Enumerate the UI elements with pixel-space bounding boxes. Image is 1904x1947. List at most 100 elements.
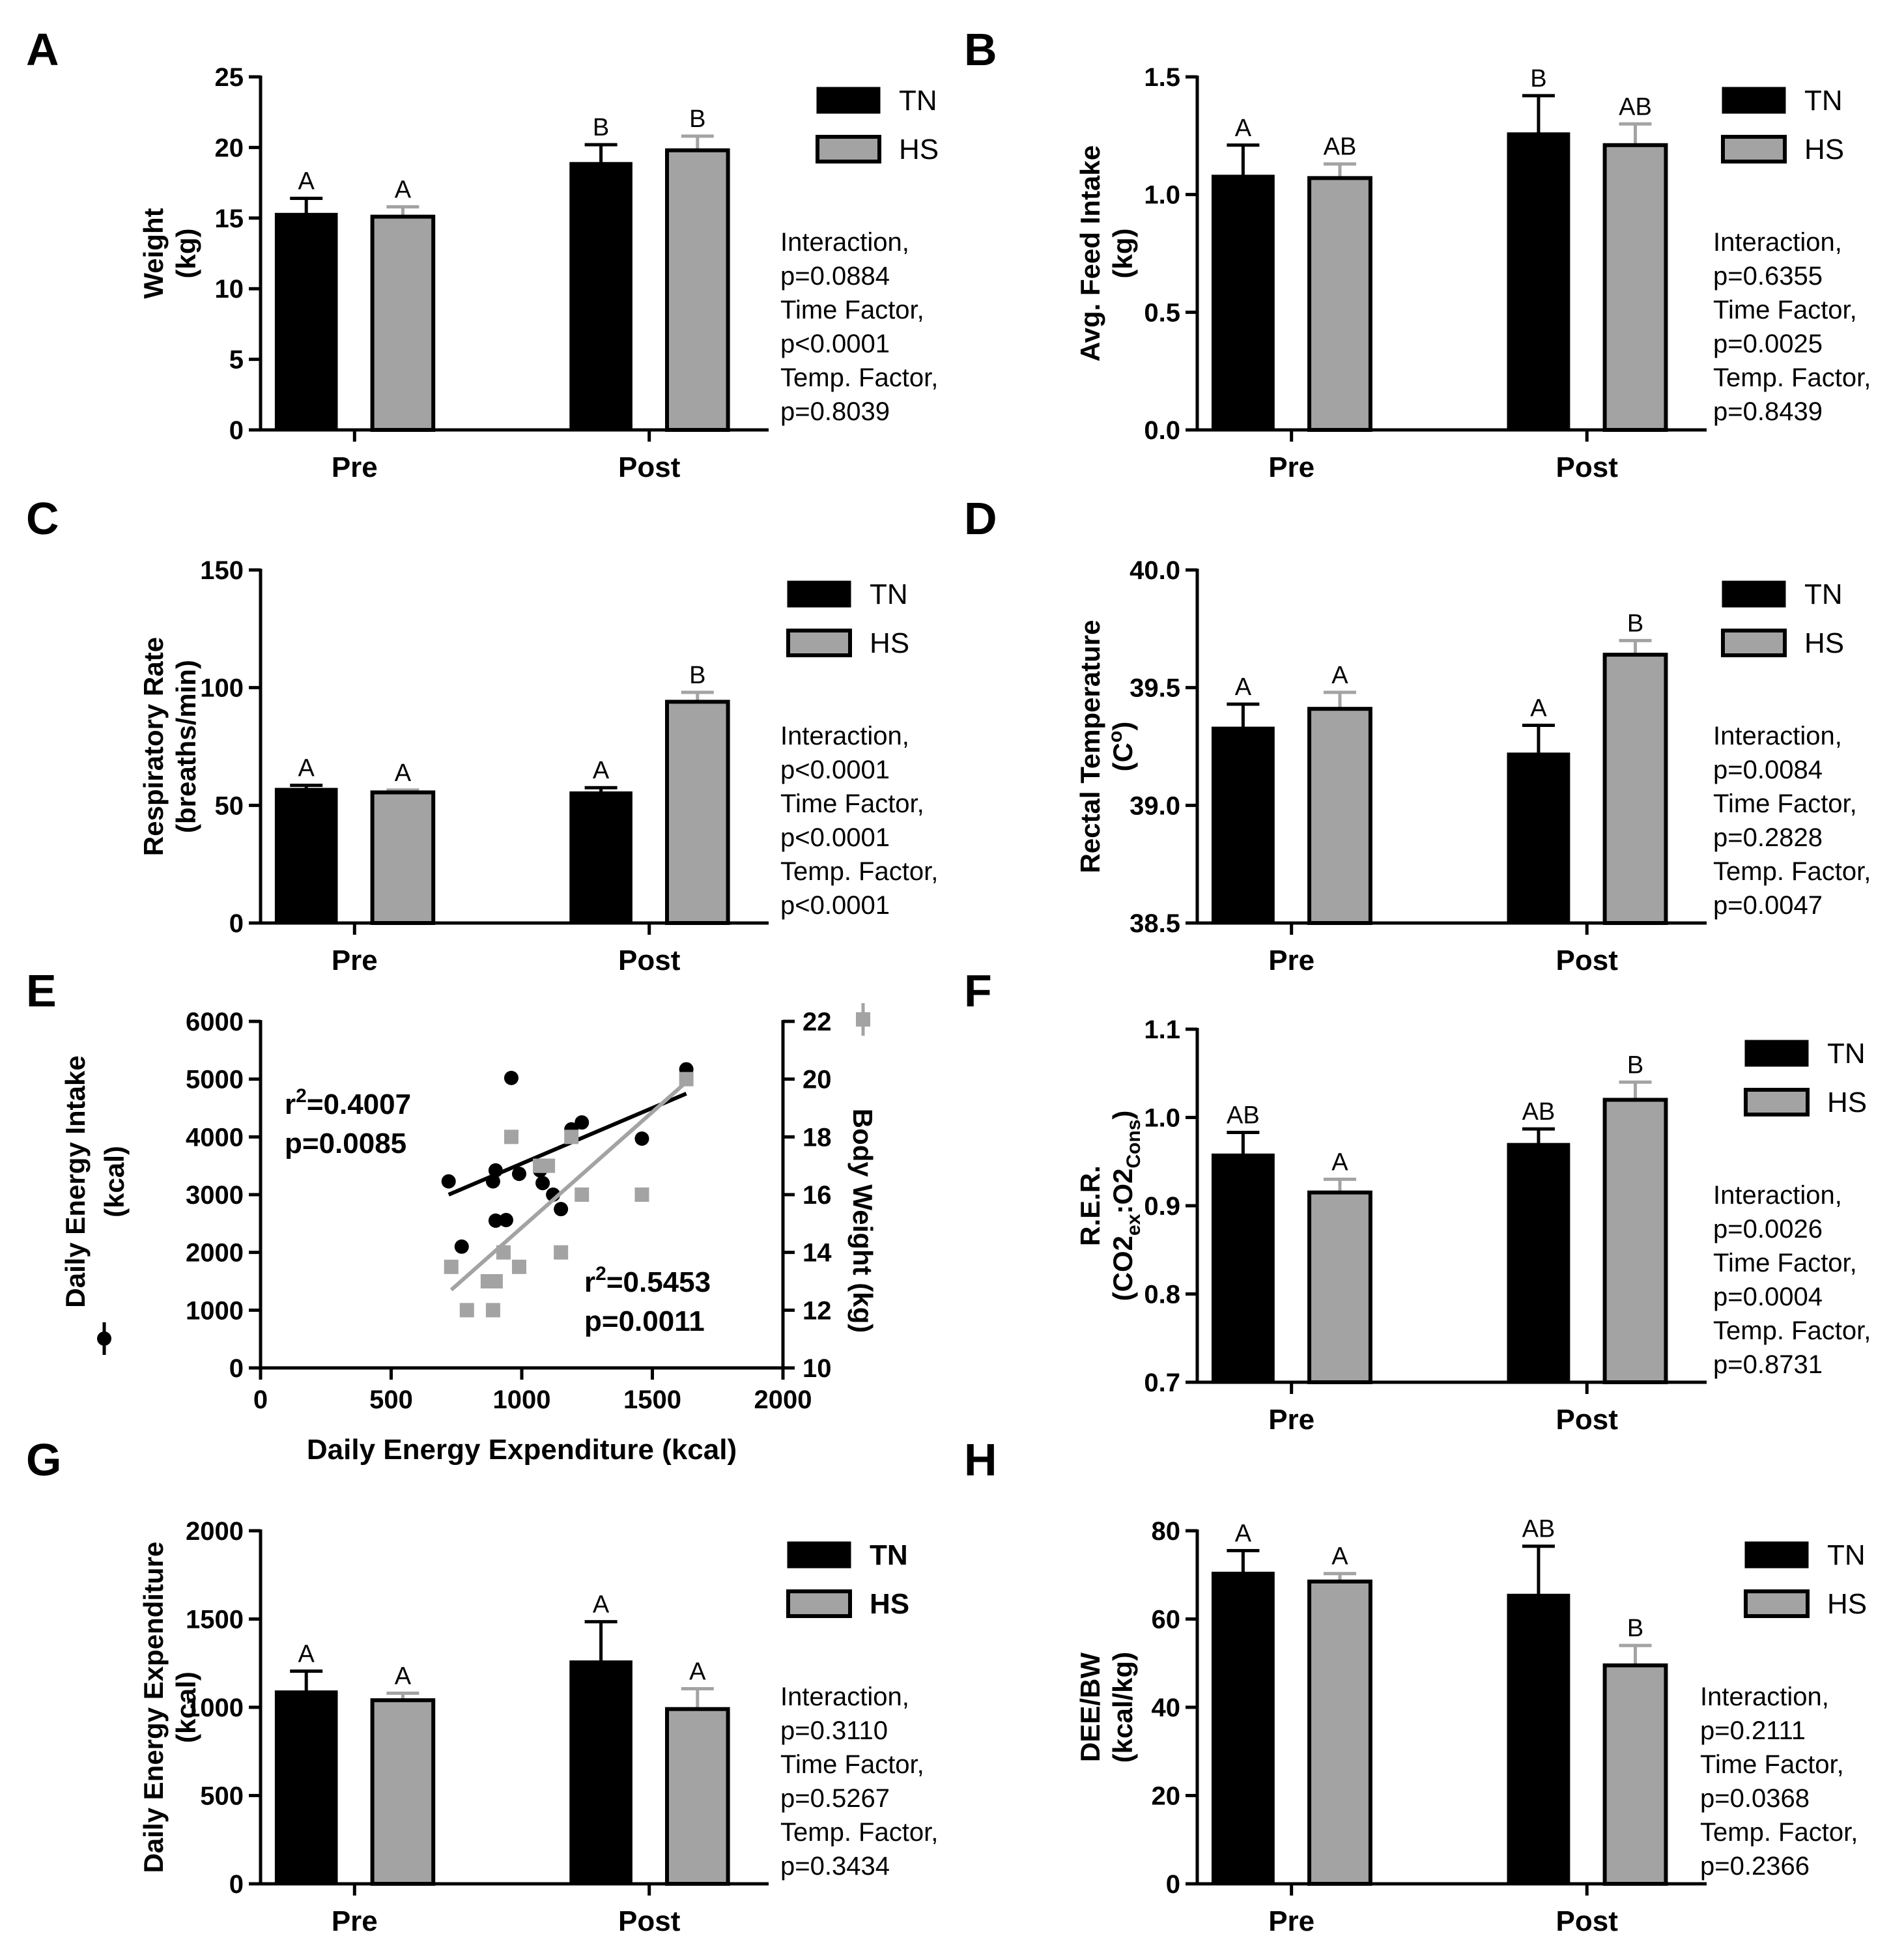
panel-a: A A B B 0 5 10 15 20 25 Pre Post Weight (kg) TN HS Inter… [138,63,939,483]
point-weight [444,1259,459,1274]
sig-letter-g-hs-post: A [689,1658,706,1686]
legend-label-a-hs: HS [899,134,939,165]
sig-letter-b-tn-pre: A [1235,115,1252,142]
point-intake [634,1131,649,1146]
bar-f-hs-pre [1307,1190,1372,1385]
legend-label-f-hs: HS [1827,1087,1867,1118]
stats-line-d: p=0.2828 [1713,823,1823,852]
y-axis-title-g: Daily Energy Expenditure [138,1542,169,1873]
legend-label-h-hs: HS [1827,1588,1867,1620]
r2-label-intake: r2=0.4007 [285,1085,411,1120]
y-tick-label-d: 38.5 [1130,909,1180,938]
sig-letter-b-hs-post: AB [1619,93,1652,121]
point-weight [496,1245,511,1260]
panel-c: A A A B 0 50 100 150 Pre Post Respiratory Rate (bre… [138,556,938,976]
legend-label-g-tn: TN [870,1539,908,1571]
y-tick-label-g: 0 [229,1870,244,1899]
bar-g-tn-post [569,1660,632,1885]
x-tick-label-g: Pre [332,1905,378,1937]
y-tick-label-d: 39.0 [1130,791,1180,820]
stats-line-f: Interaction, [1713,1181,1842,1210]
y-axis-title-f: R.E.R. [1075,1165,1105,1246]
panel-h: A A AB B 0 20 40 60 80 Pre Post DEE/BW (kcal/kg) TN HS… [1075,1516,1867,1937]
y-axis-title-a: Weight [138,208,169,298]
y-tick-label-b: 1.5 [1144,63,1180,92]
y-tick-label-left-e: 4000 [186,1123,244,1152]
y-tick-label-a: 25 [215,63,244,92]
bar-d-hs-pre [1307,707,1372,925]
panel-label-b: B [964,24,997,75]
y-tick-label-right-e: 18 [803,1123,832,1152]
stats-line-a: p=0.8039 [780,397,890,426]
stats-line-a: Interaction, [780,228,909,257]
y-tick-label-f: 0.9 [1144,1192,1180,1221]
sig-letter-g-hs-pre: A [395,1662,412,1690]
legend-label-d-tn: TN [1804,578,1843,610]
sig-letter-c-tn-post: A [593,757,610,784]
point-intake [535,1176,550,1191]
y-axis-title-left-e: Daily Energy Intake [60,1055,91,1308]
point-weight [504,1130,519,1144]
stats-line-d: Temp. Factor, [1713,857,1871,886]
point-weight [459,1303,474,1318]
y-tick-label-a: 10 [215,275,244,304]
y-tick-label-b: 0.0 [1144,416,1180,445]
stats-line-a: p<0.0001 [780,330,890,358]
sig-letter-b-hs-pre: AB [1324,134,1357,161]
stats-line-b: p=0.0025 [1713,330,1823,358]
point-intake [498,1213,513,1228]
legend-label-c-hs: HS [870,627,909,659]
y-axis-title-b: Avg. Feed Intake [1075,145,1105,362]
legend-swatch-c-tn [787,580,851,608]
stats-line-g: Time Factor, [780,1750,924,1779]
x-tick-label-g: Post [618,1905,681,1937]
y-tick-label-a: 15 [215,205,244,233]
sig-letter-d-hs-post: B [1627,610,1643,637]
stats-line-f: p=0.0026 [1713,1215,1823,1244]
panel-label-h: H [964,1434,997,1485]
y-tick-label-f: 1.1 [1144,1016,1180,1044]
y-tick-label-left-e: 6000 [186,1008,244,1036]
y-tick-label-left-e: 5000 [186,1066,244,1094]
y-tick-label-f: 0.7 [1144,1369,1180,1397]
sig-letter-b-tn-post: B [1530,65,1546,92]
bar-d-hs-post [1602,653,1668,926]
stats-line-d: p=0.0084 [1713,756,1823,784]
legend-label-h-tn: TN [1827,1539,1866,1571]
x-tick-label-b: Pre [1268,451,1314,483]
bar-b-hs-pre [1307,176,1372,432]
x-tick-label-a: Pre [332,451,378,483]
sig-letter-a-tn-pre: A [298,167,315,195]
panel-b: A AB B AB 0.0 0.5 1.0 1.5 Pre Post Avg. Feed Intak… [1075,63,1871,483]
y-axis-title-c: Respiratory Rate [138,637,169,856]
stats-line-h: Temp. Factor, [1700,1818,1858,1847]
y-tick-label-c: 150 [200,556,244,585]
stats-line-b: Interaction, [1713,228,1842,257]
bar-g-hs-pre [370,1698,436,1886]
legend-swatch-h-tn [1744,1541,1809,1569]
legend-swatch-c-hs [786,629,852,657]
y-axis-unit-f: (CO2ex:O2Cons) [1107,1111,1144,1301]
point-weight [554,1245,569,1260]
stats-line-b: Time Factor, [1713,296,1857,324]
sig-letter-d-tn-post: A [1530,694,1547,722]
y-tick-label-right-e: 10 [803,1354,832,1383]
stats-line-a: p=0.0884 [780,262,890,291]
x-tick-label-h: Pre [1268,1905,1314,1937]
sig-letter-c-hs-pre: A [395,760,412,787]
bar-a-tn-post [569,162,632,431]
p-value-label-intake: p=0.0085 [285,1128,406,1159]
legend-swatch-h-hs [1744,1589,1810,1618]
legend-label-f-tn: TN [1827,1038,1866,1070]
sig-letter-d-tn-pre: A [1235,674,1252,701]
legend-swatch-d-tn [1722,580,1786,608]
y-tick-label-a: 5 [229,346,244,375]
bar-a-tn-pre [274,212,338,431]
sig-letter-a-tn-post: B [593,114,609,141]
bar-h-tn-pre [1211,1571,1275,1885]
point-intake [504,1070,519,1085]
point-weight [485,1303,500,1318]
bar-c-tn-post [569,791,632,924]
legend-label-d-hs: HS [1804,627,1844,659]
